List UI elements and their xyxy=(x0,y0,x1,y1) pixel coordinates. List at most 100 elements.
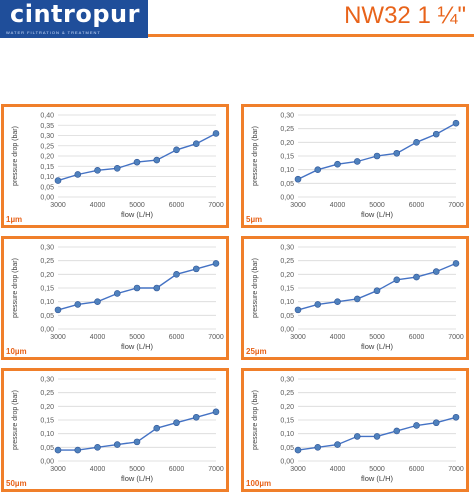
y-tick-label: 0,30 xyxy=(280,377,294,384)
x-tick-label: 4000 xyxy=(90,202,106,209)
data-point xyxy=(94,444,101,451)
y-tick-label: 0,10 xyxy=(280,299,294,306)
data-point xyxy=(373,152,381,160)
data-point xyxy=(373,287,381,295)
x-tick-label: 6000 xyxy=(169,334,185,341)
data-point xyxy=(74,171,82,178)
chart-svg: 0,00 0,05 0,10 0,15 0,20 0,25 0,30 3000 4000 5000… xyxy=(252,377,464,484)
data-point xyxy=(212,408,220,416)
data-point xyxy=(113,164,121,172)
data-point xyxy=(314,444,322,451)
data-point xyxy=(54,177,62,184)
data-point xyxy=(94,298,101,305)
y-tick-label: 0,20 xyxy=(40,272,54,279)
x-tick-label: 5000 xyxy=(129,202,145,209)
x-axis-label: flow (L/H) xyxy=(361,210,394,219)
data-point xyxy=(314,301,322,308)
data-point xyxy=(432,130,440,138)
data-point xyxy=(54,446,62,454)
y-tick-label: 0,20 xyxy=(40,154,54,161)
y-tick-label: 0,30 xyxy=(40,377,54,384)
logo-tagline: WATER FILTRATION & TREATMENT xyxy=(6,30,101,35)
data-point xyxy=(153,424,161,432)
y-tick-label: 0,00 xyxy=(40,459,54,466)
x-axis-label: flow (L/H) xyxy=(121,210,154,219)
y-tick-label: 0,00 xyxy=(280,195,294,202)
panel-label: 1µm xyxy=(6,215,23,224)
chart-svg: 0,00 0,05 0,10 0,15 0,20 0,25 0,30 3000 4000 5000… xyxy=(252,113,464,220)
series-line xyxy=(297,122,457,180)
data-point xyxy=(74,301,82,308)
chart-panel-1um: 0,00 0,05 0,10 0,15 0,20 0,25 0,30 0,35 0,40 3000… xyxy=(1,104,229,228)
panel-label: 10µm xyxy=(6,347,27,356)
y-axis-label: pressure drop (bar) xyxy=(252,258,259,318)
x-tick-label: 7000 xyxy=(208,202,224,209)
y-tick-label: 0,05 xyxy=(40,184,54,191)
x-tick-label: 3000 xyxy=(50,202,66,209)
data-point xyxy=(192,140,200,148)
data-point xyxy=(192,413,200,421)
chart-svg: 0,00 0,05 0,10 0,15 0,20 0,25 0,30 3000 4000 5000… xyxy=(252,245,464,352)
data-point xyxy=(212,130,220,137)
page-title: NW32 1 ¼" xyxy=(344,2,466,29)
y-tick-label: 0,15 xyxy=(40,286,54,293)
y-tick-label: 0,10 xyxy=(40,431,54,438)
data-point xyxy=(294,175,302,183)
y-tick-label: 0,20 xyxy=(280,272,294,279)
x-axis-label: flow (L/H) xyxy=(121,474,154,483)
y-tick-label: 0,20 xyxy=(280,140,294,147)
data-point xyxy=(133,158,141,166)
data-point xyxy=(393,149,401,157)
header-bar: cintropur WATER FILTRATION & TREATMENT N… xyxy=(0,0,474,38)
y-tick-label: 0,10 xyxy=(40,299,54,306)
panel-label: 50µm xyxy=(6,479,27,488)
x-tick-label: 7000 xyxy=(208,334,224,341)
x-tick-label: 7000 xyxy=(448,202,464,209)
y-tick-label: 0,05 xyxy=(280,445,294,452)
x-tick-label: 6000 xyxy=(409,202,425,209)
data-point xyxy=(452,260,460,267)
data-point xyxy=(314,166,322,173)
data-point xyxy=(173,146,180,154)
panel-label: 25µm xyxy=(246,347,267,356)
y-tick-label: 0,00 xyxy=(40,195,54,202)
y-tick-label: 0,10 xyxy=(280,431,294,438)
y-tick-label: 0,30 xyxy=(280,245,294,252)
data-point xyxy=(452,119,460,127)
y-tick-label: 0,15 xyxy=(280,286,294,293)
data-point xyxy=(413,139,420,146)
y-axis-label: pressure drop (bar) xyxy=(12,126,19,186)
data-point xyxy=(113,290,121,297)
logo-text: cintropur xyxy=(10,0,140,28)
x-tick-label: 4000 xyxy=(330,334,346,341)
y-tick-label: 0,25 xyxy=(280,390,294,397)
x-tick-label: 3000 xyxy=(290,466,306,473)
chart-panel-25um: 0,00 0,05 0,10 0,15 0,20 0,25 0,30 3000 4000 5000… xyxy=(241,236,469,360)
y-tick-label: 0,25 xyxy=(40,143,54,150)
data-point xyxy=(153,284,161,292)
y-tick-label: 0,00 xyxy=(40,327,54,334)
data-point xyxy=(74,446,82,454)
x-tick-label: 7000 xyxy=(448,466,464,473)
x-tick-label: 6000 xyxy=(169,202,185,209)
data-point xyxy=(133,284,141,292)
y-tick-label: 0,15 xyxy=(280,418,294,425)
x-axis-label: flow (L/H) xyxy=(121,342,154,351)
x-tick-label: 4000 xyxy=(90,466,106,473)
y-tick-label: 0,05 xyxy=(40,445,54,452)
y-axis-label: pressure drop (bar) xyxy=(12,258,19,318)
data-point xyxy=(432,268,440,275)
y-tick-label: 0,15 xyxy=(40,418,54,425)
y-tick-label: 0,05 xyxy=(280,181,294,188)
series-line xyxy=(297,262,457,311)
y-axis-label: pressure drop (bar) xyxy=(252,390,259,450)
data-point xyxy=(212,260,220,267)
y-tick-label: 0,20 xyxy=(280,404,294,411)
chart-panel-10um: 0,00 0,05 0,10 0,15 0,20 0,25 0,30 3000 4000 5000… xyxy=(1,236,229,360)
chart-svg: 0,00 0,05 0,10 0,15 0,20 0,25 0,30 0,35 0,40 3000… xyxy=(12,113,224,220)
data-point xyxy=(353,158,361,165)
data-point xyxy=(393,427,401,435)
y-tick-label: 0,15 xyxy=(40,164,54,171)
x-axis-label: flow (L/H) xyxy=(361,342,394,351)
data-point xyxy=(113,441,121,448)
